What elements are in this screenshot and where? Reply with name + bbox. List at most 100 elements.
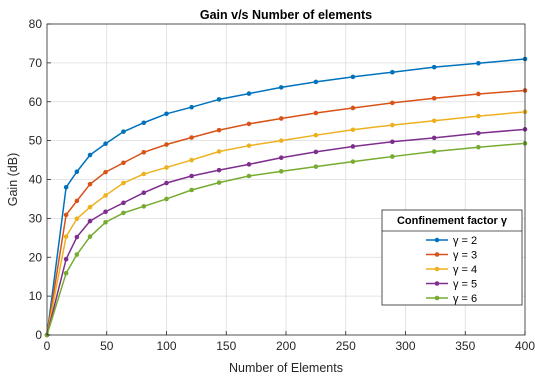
- legend-label: γ = 5: [453, 279, 477, 291]
- data-point: [313, 164, 319, 169]
- data-point: [431, 135, 437, 141]
- data-point: [63, 234, 69, 239]
- data-point: [313, 110, 319, 116]
- series-line: [46, 58, 526, 336]
- y-tick-label: 70: [29, 56, 43, 70]
- y-axis-label: Gain (dB): [6, 153, 20, 207]
- data-point: [141, 190, 147, 196]
- y-tick-label: 0: [35, 328, 42, 342]
- legend-box: [381, 209, 523, 306]
- data-point: [431, 118, 437, 124]
- series-group: [44, 88, 528, 338]
- data-point: [103, 141, 108, 147]
- data-point: [87, 218, 93, 224]
- data-point: [313, 149, 319, 155]
- data-point: [216, 167, 222, 173]
- legend-item: γ = 3: [426, 250, 477, 262]
- data-point: [350, 127, 356, 133]
- data-point: [141, 204, 147, 209]
- data-point: [87, 181, 93, 187]
- data-point: [103, 219, 108, 225]
- data-point: [246, 143, 252, 148]
- x-tick-label: 50: [100, 339, 114, 353]
- data-point: [216, 97, 222, 102]
- data-point: [216, 127, 222, 133]
- data-point: [431, 149, 437, 154]
- data-point: [164, 142, 169, 147]
- data-point: [121, 160, 126, 166]
- data-point: [121, 200, 126, 206]
- data-point: [246, 91, 252, 96]
- y-tick-label: 40: [29, 173, 43, 187]
- x-tick-label: 0: [44, 339, 51, 353]
- data-point: [476, 60, 481, 66]
- data-point: [278, 85, 284, 90]
- data-point: [63, 256, 69, 262]
- data-point: [164, 165, 169, 170]
- x-axis-label: Number of Elements: [229, 361, 343, 375]
- legend-marker: [434, 295, 440, 301]
- axis-ticks: 0 50 100 150 200 250 300 350 400 0 10 20 30 40 50 60 70 8…: [29, 17, 535, 353]
- legend-label: γ = 6: [453, 293, 477, 305]
- data-point: [87, 204, 93, 210]
- data-point: [103, 209, 108, 215]
- data-point: [189, 157, 194, 163]
- series-group: [44, 56, 528, 338]
- data-point: [121, 210, 126, 216]
- data-point: [246, 162, 252, 167]
- series-line: [46, 89, 526, 336]
- legend-marker: [434, 237, 440, 243]
- y-tick-label: 80: [29, 17, 43, 31]
- data-point: [350, 159, 356, 164]
- data-point: [164, 180, 169, 186]
- legend: Confinement factor γ γ = 2γ = 3γ = 4γ = …: [381, 209, 523, 306]
- data-point: [278, 169, 284, 174]
- data-point: [164, 111, 169, 117]
- data-point: [87, 152, 93, 158]
- data-point: [189, 173, 194, 179]
- legend-items: γ = 2 γ = 3 γ = 4 γ = 5 γ = 6: [426, 235, 477, 305]
- data-point: [189, 104, 194, 110]
- legend-item: γ = 4: [426, 264, 477, 276]
- legend-label: γ = 3: [453, 250, 477, 262]
- legend-marker: [434, 281, 440, 286]
- data-point: [246, 121, 252, 127]
- data-point: [431, 64, 437, 70]
- data-point: [476, 91, 481, 97]
- legend-item: γ = 2: [426, 235, 477, 247]
- data-point: [431, 95, 437, 101]
- y-tick-label: 20: [29, 250, 43, 264]
- data-point: [390, 139, 395, 145]
- data-point: [121, 129, 126, 134]
- data-point: [350, 105, 356, 111]
- data-point: [216, 180, 222, 185]
- data-point: [63, 212, 69, 218]
- data-point: [476, 130, 481, 136]
- data-point: [313, 79, 319, 85]
- data-point: [476, 144, 481, 150]
- data-point: [74, 169, 80, 175]
- data-point: [103, 193, 108, 198]
- x-tick-label: 200: [276, 339, 296, 353]
- data-point: [189, 135, 194, 140]
- data-point: [313, 132, 319, 138]
- series-line: [46, 111, 526, 336]
- data-point: [103, 169, 108, 175]
- series-group: [44, 127, 528, 338]
- data-point: [74, 234, 80, 240]
- legend-title: Confinement factor γ: [397, 215, 508, 227]
- x-tick-label: 350: [455, 339, 475, 353]
- legend-item: γ = 6: [426, 293, 477, 305]
- data-point: [246, 173, 252, 179]
- y-tick-label: 10: [29, 289, 43, 303]
- data-point: [390, 69, 395, 75]
- series-group: [44, 141, 528, 338]
- data-point: [350, 74, 356, 80]
- data-point: [141, 171, 147, 177]
- legend-item: γ = 5: [426, 279, 477, 291]
- data-point: [216, 149, 222, 154]
- data-point: [278, 138, 284, 143]
- data-point: [278, 116, 284, 121]
- x-tick-label: 400: [515, 339, 535, 353]
